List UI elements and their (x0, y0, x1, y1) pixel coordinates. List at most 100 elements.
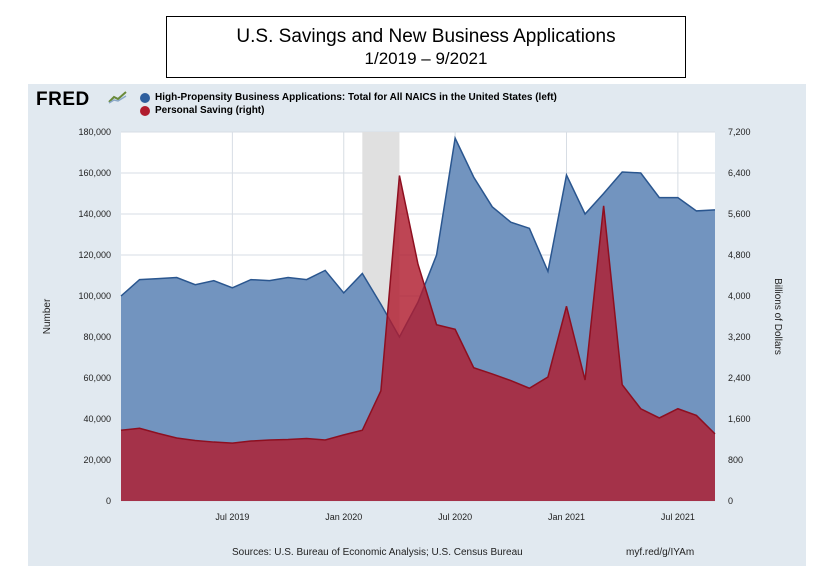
data-point-personal-saving (213, 441, 215, 443)
data-point-personal-saving (157, 432, 159, 434)
data-point-personal-saving (139, 427, 141, 429)
data-point-business-applications (176, 277, 178, 279)
x-tick-label: Jul 2019 (215, 512, 249, 522)
data-point-personal-saving (361, 429, 363, 431)
data-point-business-applications (547, 270, 549, 272)
data-point-personal-saving (584, 379, 586, 381)
y-right-tick-label: 2,400 (728, 373, 751, 383)
data-point-personal-saving (547, 376, 549, 378)
legend-label-personal-saving: Personal Saving (right) (155, 105, 265, 116)
y-right-tick-label: 4,800 (728, 250, 751, 260)
data-point-business-applications (306, 279, 308, 281)
data-point-business-applications (584, 213, 586, 215)
data-point-business-applications (398, 336, 400, 338)
y-right-tick-label: 0 (728, 496, 733, 506)
legend-marker-personal-saving (140, 105, 150, 116)
data-point-personal-saving (603, 205, 605, 207)
series-line-personal-saving (120, 175, 716, 444)
data-point-personal-saving (287, 439, 289, 441)
data-point-personal-saving (566, 305, 568, 307)
y-right-tick-label: 6,400 (728, 168, 751, 178)
chart-title-box: U.S. Savings and New Business Applicatio… (166, 16, 686, 78)
data-point-personal-saving (324, 439, 326, 441)
y-right-tick-label: 5,600 (728, 209, 751, 219)
data-point-personal-saving (231, 442, 233, 444)
data-point-business-applications (603, 193, 605, 195)
chart-short-link[interactable]: myf.red/g/IYAm (626, 547, 695, 558)
data-point-business-applications (417, 301, 419, 303)
data-point-business-applications (621, 171, 623, 173)
x-tick-label: Jul 2021 (661, 512, 695, 522)
data-point-business-applications (139, 279, 141, 281)
data-point-personal-saving (528, 387, 530, 389)
y-left-tick-label: 0 (106, 496, 111, 506)
data-point-business-applications (510, 221, 512, 223)
chart-subtitle-date-range: 1/2019 – 9/2021 (364, 49, 488, 68)
data-point-personal-saving (510, 380, 512, 382)
data-point-personal-saving (380, 390, 382, 392)
data-point-business-applications (250, 279, 252, 281)
data-point-business-applications (695, 210, 697, 212)
data-point-personal-saving (436, 324, 438, 326)
data-point-business-applications (380, 303, 382, 305)
legend-item-business-applications: High-Propensity Business Applications: T… (140, 91, 557, 104)
fred-logo: FRED (36, 89, 90, 110)
y-left-tick-label: 60,000 (83, 373, 111, 383)
fred-chart-icon (108, 90, 128, 104)
data-point-personal-saving (695, 414, 697, 416)
y-left-tick-label: 140,000 (78, 209, 111, 219)
data-point-business-applications (491, 206, 493, 208)
y-left-tick-label: 100,000 (78, 291, 111, 301)
y-left-axis-title: Number (42, 298, 53, 334)
data-point-business-applications (640, 172, 642, 174)
data-point-personal-saving (176, 437, 178, 439)
y-left-tick-label: 20,000 (83, 455, 111, 465)
data-point-business-applications (436, 254, 438, 256)
data-point-personal-saving (417, 263, 419, 265)
data-point-business-applications (213, 280, 215, 282)
legend-marker-business-applications (140, 92, 150, 103)
data-point-personal-saving (658, 417, 660, 419)
data-point-personal-saving (120, 429, 122, 431)
chart-source-note: Sources: U.S. Bureau of Economic Analysi… (232, 547, 523, 558)
data-point-business-applications (677, 197, 679, 199)
data-point-personal-saving (714, 433, 716, 435)
y-left-tick-label: 40,000 (83, 414, 111, 424)
data-point-personal-saving (398, 175, 400, 177)
data-point-personal-saving (454, 328, 456, 330)
data-point-business-applications (231, 287, 233, 289)
data-point-personal-saving (250, 440, 252, 442)
data-point-business-applications (528, 227, 530, 229)
data-point-personal-saving (491, 373, 493, 375)
data-point-business-applications (324, 269, 326, 271)
data-point-business-applications (473, 176, 475, 178)
series-area-personal-saving (121, 175, 715, 501)
data-point-personal-saving (306, 437, 308, 439)
data-point-business-applications (658, 197, 660, 199)
legend-label-business-applications: High-Propensity Business Applications: T… (155, 92, 557, 103)
data-point-personal-saving (473, 367, 475, 369)
data-point-personal-saving (640, 408, 642, 410)
x-tick-label: Jul 2020 (438, 512, 472, 522)
y-left-tick-label: 120,000 (78, 250, 111, 260)
data-point-personal-saving (194, 440, 196, 442)
y-right-tick-label: 4,000 (728, 291, 751, 301)
data-point-business-applications (343, 292, 345, 294)
data-point-personal-saving (343, 434, 345, 436)
data-point-business-applications (269, 280, 271, 282)
y-right-tick-label: 1,600 (728, 414, 751, 424)
x-tick-label: Jan 2020 (325, 512, 362, 522)
legend-item-personal-saving: Personal Saving (right) (140, 104, 557, 117)
data-point-personal-saving (621, 384, 623, 386)
data-point-business-applications (566, 174, 568, 176)
series-layer (120, 135, 716, 501)
axis-layer: 0 0 20,000 800 40,000 1,600 60,000 2,400 80,000 3… (42, 127, 783, 522)
y-left-tick-label: 180,000 (78, 127, 111, 137)
data-point-business-applications (194, 284, 196, 286)
y-right-tick-label: 800 (728, 455, 743, 465)
data-point-business-applications (157, 278, 159, 280)
y-right-tick-label: 7,200 (728, 127, 751, 137)
data-point-business-applications (120, 295, 122, 297)
data-point-personal-saving (677, 408, 679, 410)
